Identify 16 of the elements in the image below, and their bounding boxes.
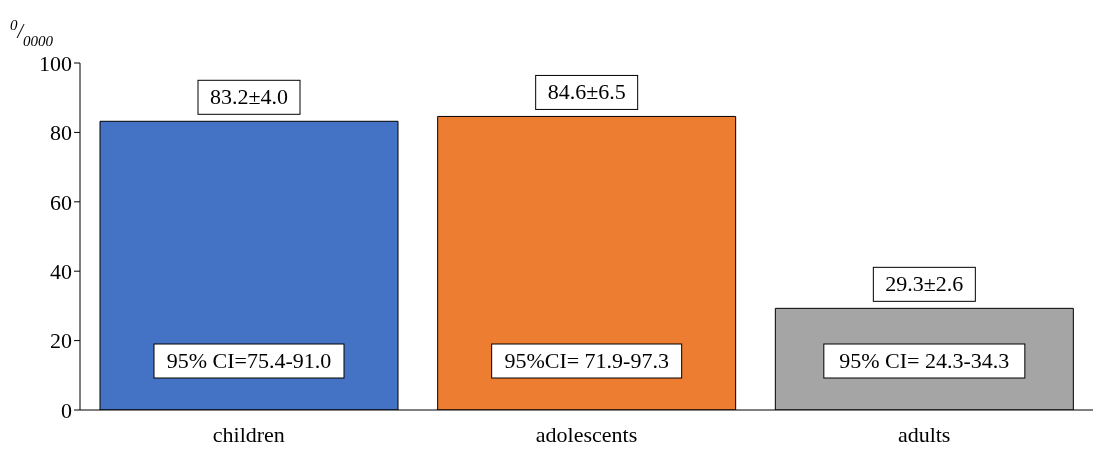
x-tick-label: adults [897, 421, 951, 447]
y-axis-title: $^{0}$/$_{0000}$ [10, 17, 54, 49]
data-label: 84.6±6.5 [547, 79, 626, 105]
y-tick-label: 80 [50, 120, 72, 146]
y-tick-label: 60 [50, 189, 72, 215]
y-tick-label: 20 [50, 328, 72, 354]
y-tick-label: 0 [61, 397, 72, 423]
y-tick-label: 40 [50, 259, 72, 285]
annotation: 95% CI= 24.3-34.3 [839, 348, 1010, 373]
data-label: 83.2±4.0 [209, 84, 289, 110]
y-tick-label: 100 [39, 50, 72, 76]
annotation: 95% CI=75.4-91.0 [166, 348, 332, 373]
x-tick-label: children [212, 421, 285, 447]
annotation: 95%CI= 71.9-97.3 [504, 348, 669, 373]
data-label: 29.3±2.6 [885, 271, 964, 297]
x-tick-label: adolescents [535, 421, 638, 447]
